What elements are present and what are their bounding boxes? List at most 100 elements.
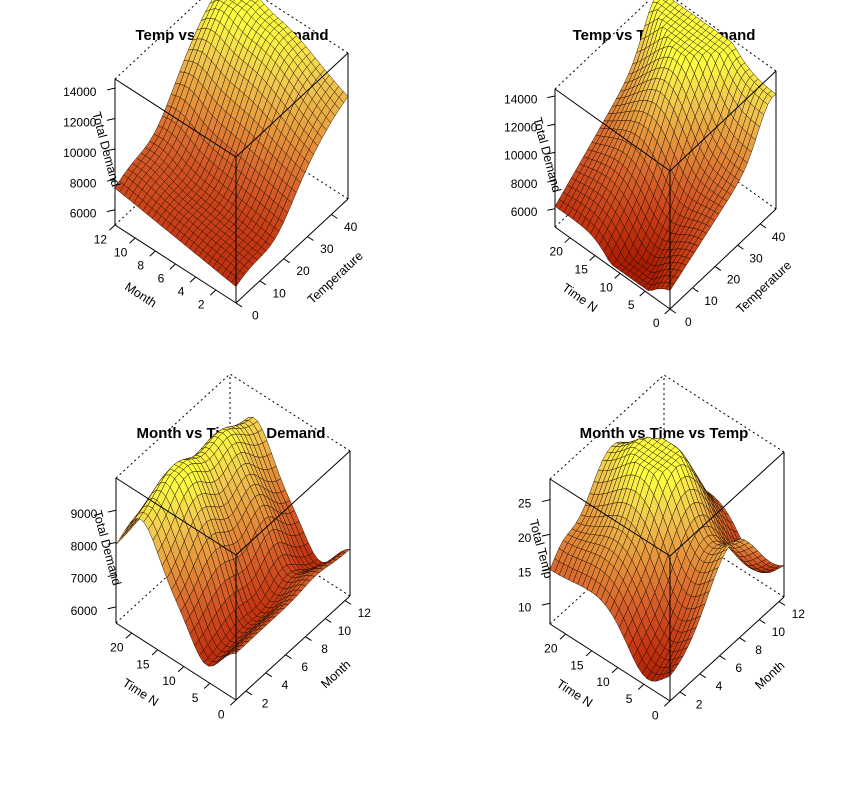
y-tick-mark [177,666,185,673]
y-tick-label: 20 [550,245,564,259]
y-tick-mark [664,308,671,315]
z-tick-mark [106,87,116,91]
y-tick-mark [229,699,237,706]
panel-2: Temp vs Time vs Demand010203040Temperatu… [504,0,794,330]
z-tick-label: 8000 [511,177,538,191]
z-tick-label: 8000 [71,539,98,553]
x-tick-mark [307,236,314,241]
x-tick-mark [759,223,767,229]
x-tick-mark [245,690,253,696]
y-axis-label: Month [122,280,159,311]
z-tick-mark [106,178,116,182]
y-tick-label: 12 [94,233,108,247]
z-tick-mark [547,123,556,127]
x-tick-mark [305,636,312,641]
z-tick-mark [541,602,551,606]
box-edge-hidden [549,519,665,625]
z-tick-label: 6000 [511,205,538,219]
z-tick-label: 10000 [504,149,538,163]
y-tick-label: 6 [158,272,165,286]
z-tick-label: 10000 [63,146,97,160]
box-edge [235,52,349,158]
z-tick-label: 9000 [71,507,98,521]
x-tick-label: 40 [344,220,358,234]
box-edge [235,595,351,701]
y-tick-mark [614,272,621,279]
box-edge [235,198,349,304]
box-edge-hidden [115,518,231,624]
y-tick-mark [203,682,211,689]
x-tick-mark [679,691,687,697]
box-edge-hidden [549,374,665,480]
y-tick-label: 10 [114,246,128,260]
x-tick-label: 0 [252,308,259,322]
y-tick-label: 0 [653,316,660,330]
y-tick-label: 4 [178,285,185,299]
z-tick-label: 15 [518,566,532,580]
y-tick-mark [639,290,646,297]
surface [114,0,349,287]
z-tick-mark [541,533,551,537]
z-tick-mark [107,606,117,610]
z-tick-label: 14000 [504,92,538,106]
x-tick-label: 6 [735,661,742,675]
x-tick-label: 40 [772,230,786,244]
y-tick-mark [169,263,176,270]
y-tick-label: 10 [596,675,610,689]
x-tick-label: 8 [755,643,762,657]
surface [115,416,351,667]
y-tick-mark [129,237,136,244]
x-tick-mark [758,619,766,624]
box-edge [235,450,351,556]
y-axis-label: Time N [560,280,601,315]
x-tick-label: 10 [338,624,352,638]
y-tick-mark [637,683,645,690]
y-tick-label: 15 [575,263,589,277]
x-tick-label: 20 [727,273,741,287]
y-tick-label: 0 [652,709,659,723]
z-tick-label: 6000 [71,604,98,618]
z-tick-label: 7000 [71,572,98,586]
box-edge-hidden [663,519,785,598]
x-axis-label: Temperature [734,258,795,316]
x-tick-mark [285,654,292,660]
x-tick-label: 10 [273,286,287,300]
z-tick-mark [106,118,116,121]
y-tick-label: 5 [628,298,635,312]
z-tick-label: 20 [518,531,532,545]
panel-1: Temp vs Month vs Demand010203040Temperat… [63,0,366,322]
x-axis-label: Month [318,657,353,691]
surface-cell [229,0,236,3]
x-tick-label: 2 [696,697,703,711]
surface [549,436,785,682]
y-tick-label: 5 [192,691,199,705]
z-tick-label: 8000 [70,176,97,190]
surface-cell [662,0,669,3]
surface [554,0,777,291]
x-tick-mark [324,618,332,623]
box-edge [554,88,671,172]
z-tick-mark [106,148,116,152]
box-edge [669,208,777,310]
x-tick-label: 2 [262,696,269,710]
z-tick-label: 6000 [70,207,97,221]
box-edge [115,477,237,556]
x-tick-label: 30 [320,242,334,256]
z-tick-label: 12000 [63,115,97,129]
y-tick-mark [585,650,593,657]
x-tick-mark [344,600,352,605]
y-tick-mark [559,633,566,640]
x-tick-mark [235,302,243,308]
z-tick-label: 10 [518,600,532,614]
y-tick-mark [109,224,116,231]
x-tick-mark [265,672,273,678]
box-edge-hidden [229,373,351,452]
z-tick-mark [547,95,556,99]
box-edge [669,70,777,172]
x-tick-mark [719,655,726,661]
box-edge [549,623,671,702]
box-edge [669,451,785,557]
y-tick-mark [151,649,159,656]
box-edge-hidden [264,0,349,54]
x-tick-mark [259,280,267,286]
